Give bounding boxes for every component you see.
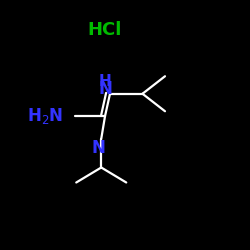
Text: HCl: HCl <box>88 21 122 39</box>
Text: N: N <box>98 80 112 98</box>
Text: H: H <box>98 74 112 90</box>
Text: N: N <box>92 139 106 157</box>
Text: H$_2$N: H$_2$N <box>27 106 63 126</box>
